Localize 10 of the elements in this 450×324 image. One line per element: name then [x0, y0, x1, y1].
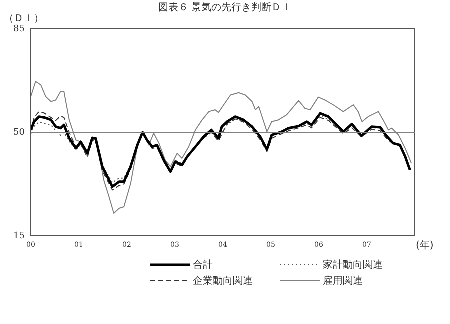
y-tick-label: 85: [14, 24, 26, 34]
y-tick-label: 15: [14, 231, 26, 242]
legend-label: 企業動向関連: [193, 274, 253, 288]
y-axis-title: （ＤＩ）: [4, 14, 44, 25]
legend-label: 合計: [193, 258, 213, 272]
chart-title: 図表６ 景気の先行き判断ＤＩ: [158, 2, 292, 14]
legend-label: 雇用関連: [323, 274, 363, 288]
y-tick-label: 50: [14, 128, 26, 138]
x-axis-title: (年): [416, 240, 434, 252]
legend-label: 家計動向関連: [323, 258, 383, 272]
